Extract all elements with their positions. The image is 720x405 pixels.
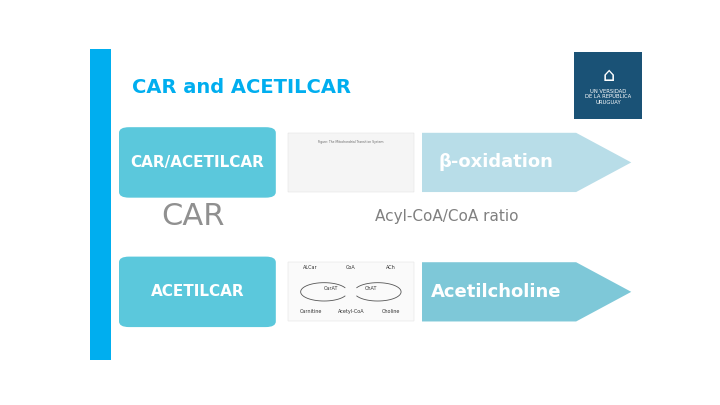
Text: CAR/ACETILCAR: CAR/ACETILCAR	[130, 155, 264, 170]
Text: CAR: CAR	[161, 202, 225, 232]
Text: β-oxidation: β-oxidation	[438, 153, 554, 171]
Text: ChAT: ChAT	[365, 286, 377, 291]
Text: Acetyl-CoA: Acetyl-CoA	[338, 309, 364, 314]
Text: Carnitine: Carnitine	[300, 309, 322, 314]
Text: ACETILCAR: ACETILCAR	[150, 284, 244, 299]
FancyBboxPatch shape	[119, 257, 276, 327]
Text: ⌂: ⌂	[602, 66, 615, 85]
Text: CoA: CoA	[346, 265, 356, 271]
FancyBboxPatch shape	[575, 52, 642, 119]
FancyBboxPatch shape	[288, 133, 413, 192]
Polygon shape	[422, 133, 631, 192]
Text: Choline: Choline	[382, 309, 400, 314]
Text: CarAT: CarAT	[323, 286, 338, 291]
Text: Acetilcholine: Acetilcholine	[431, 283, 561, 301]
Text: Figure: The Mitochondrial Transition System: Figure: The Mitochondrial Transition Sys…	[318, 140, 384, 185]
Polygon shape	[422, 262, 631, 322]
Text: ACh: ACh	[386, 265, 396, 271]
Text: UN VERSIDAD
DE LA REPÚBLICA
URUGUAY: UN VERSIDAD DE LA REPÚBLICA URUGUAY	[585, 89, 631, 105]
Text: ALCar: ALCar	[303, 265, 318, 271]
FancyBboxPatch shape	[288, 262, 413, 322]
FancyBboxPatch shape	[119, 127, 276, 198]
Text: CAR and ACETILCAR: CAR and ACETILCAR	[132, 78, 351, 97]
Text: Acyl-CoA/CoA ratio: Acyl-CoA/CoA ratio	[375, 209, 519, 224]
FancyBboxPatch shape	[90, 49, 111, 360]
